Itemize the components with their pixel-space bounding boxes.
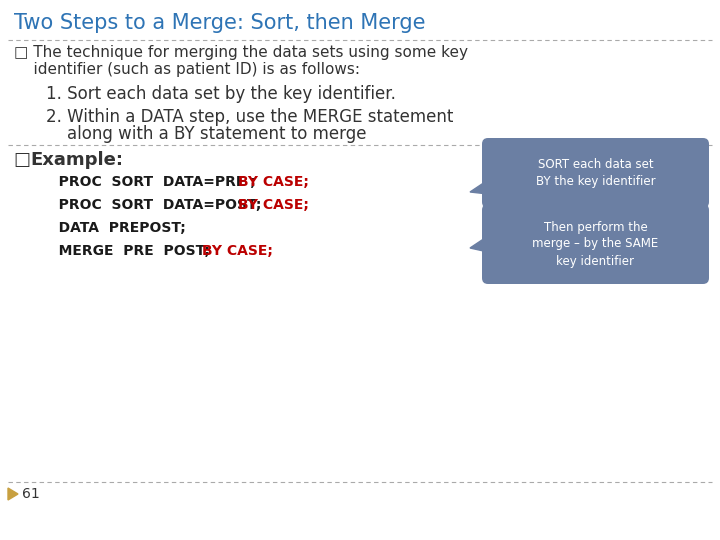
Text: identifier (such as patient ID) is as follows:: identifier (such as patient ID) is as fo… [14, 62, 360, 77]
Polygon shape [470, 236, 488, 252]
Text: □ The technique for merging the data sets using some key: □ The technique for merging the data set… [14, 45, 468, 60]
Text: DATA  PREPOST;: DATA PREPOST; [44, 221, 186, 235]
Text: Two Steps to a Merge: Sort, then Merge: Two Steps to a Merge: Sort, then Merge [14, 13, 426, 33]
FancyBboxPatch shape [482, 204, 709, 284]
Text: 2. Within a DATA step, use the MERGE statement: 2. Within a DATA step, use the MERGE sta… [46, 108, 454, 126]
FancyBboxPatch shape [482, 138, 709, 208]
Text: PROC  SORT  DATA=POST;: PROC SORT DATA=POST; [44, 198, 271, 212]
Text: PROC  SORT  DATA=PRE ;: PROC SORT DATA=PRE ; [44, 175, 266, 189]
Polygon shape [470, 180, 488, 194]
Text: Then perform the
merge – by the SAME
key identifier: Then perform the merge – by the SAME key… [532, 220, 659, 267]
Text: MERGE  PRE  POST;: MERGE PRE POST; [44, 244, 220, 258]
Text: BY CASE;: BY CASE; [238, 175, 310, 189]
Text: BY CASE;: BY CASE; [202, 244, 274, 258]
Text: Example:: Example: [30, 151, 123, 169]
Text: 1. Sort each data set by the key identifier.: 1. Sort each data set by the key identif… [46, 85, 396, 103]
Text: SORT each data set
BY the key identifier: SORT each data set BY the key identifier [536, 158, 655, 188]
Text: □: □ [14, 151, 37, 169]
Text: 61: 61 [22, 487, 40, 501]
Text: BY CASE;: BY CASE; [238, 198, 310, 212]
Polygon shape [8, 488, 18, 500]
Text: along with a BY statement to merge: along with a BY statement to merge [46, 125, 366, 143]
